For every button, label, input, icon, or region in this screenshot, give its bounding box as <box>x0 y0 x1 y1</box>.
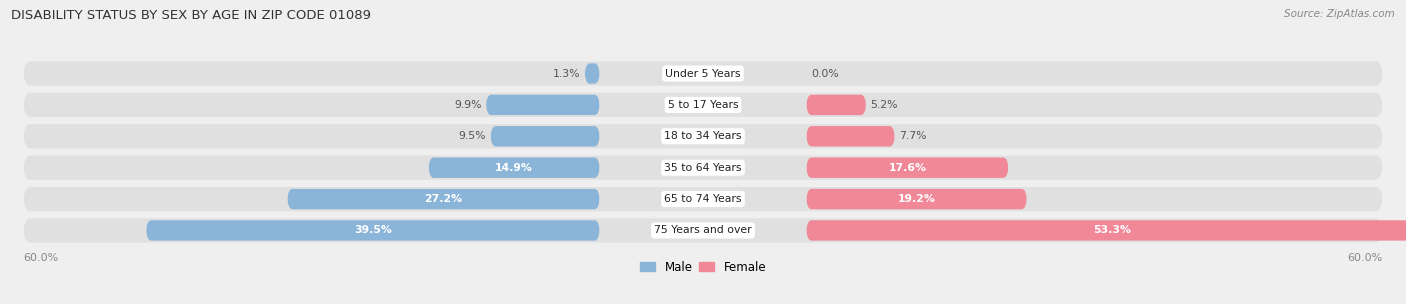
Text: 75 Years and over: 75 Years and over <box>654 226 752 236</box>
FancyBboxPatch shape <box>807 220 1406 241</box>
Text: 60.0%: 60.0% <box>1347 253 1382 263</box>
Text: 14.9%: 14.9% <box>495 163 533 173</box>
Text: 19.2%: 19.2% <box>897 194 935 204</box>
Text: 7.7%: 7.7% <box>900 131 927 141</box>
Text: 9.9%: 9.9% <box>454 100 481 110</box>
Text: 1.3%: 1.3% <box>553 68 581 78</box>
FancyBboxPatch shape <box>807 126 894 147</box>
Text: Under 5 Years: Under 5 Years <box>665 68 741 78</box>
FancyBboxPatch shape <box>146 220 599 241</box>
FancyBboxPatch shape <box>24 93 1382 117</box>
FancyBboxPatch shape <box>24 156 1382 180</box>
Text: 39.5%: 39.5% <box>354 226 392 236</box>
Text: 5.2%: 5.2% <box>870 100 898 110</box>
Legend: Male, Female: Male, Female <box>636 256 770 278</box>
FancyBboxPatch shape <box>585 63 599 84</box>
Text: 53.3%: 53.3% <box>1094 226 1132 236</box>
Text: Source: ZipAtlas.com: Source: ZipAtlas.com <box>1284 9 1395 19</box>
FancyBboxPatch shape <box>491 126 599 147</box>
Text: DISABILITY STATUS BY SEX BY AGE IN ZIP CODE 01089: DISABILITY STATUS BY SEX BY AGE IN ZIP C… <box>11 9 371 22</box>
FancyBboxPatch shape <box>486 95 599 115</box>
FancyBboxPatch shape <box>24 187 1382 211</box>
FancyBboxPatch shape <box>807 157 1008 178</box>
Text: 27.2%: 27.2% <box>425 194 463 204</box>
FancyBboxPatch shape <box>24 61 1382 86</box>
FancyBboxPatch shape <box>807 189 1026 209</box>
Text: 35 to 64 Years: 35 to 64 Years <box>664 163 742 173</box>
FancyBboxPatch shape <box>287 189 599 209</box>
FancyBboxPatch shape <box>807 95 866 115</box>
Text: 65 to 74 Years: 65 to 74 Years <box>664 194 742 204</box>
Text: 17.6%: 17.6% <box>889 163 927 173</box>
Text: 5 to 17 Years: 5 to 17 Years <box>668 100 738 110</box>
FancyBboxPatch shape <box>24 218 1382 243</box>
FancyBboxPatch shape <box>429 157 599 178</box>
Text: 60.0%: 60.0% <box>24 253 59 263</box>
Text: 9.5%: 9.5% <box>458 131 486 141</box>
FancyBboxPatch shape <box>24 124 1382 148</box>
Text: 0.0%: 0.0% <box>811 68 839 78</box>
Text: 18 to 34 Years: 18 to 34 Years <box>664 131 742 141</box>
